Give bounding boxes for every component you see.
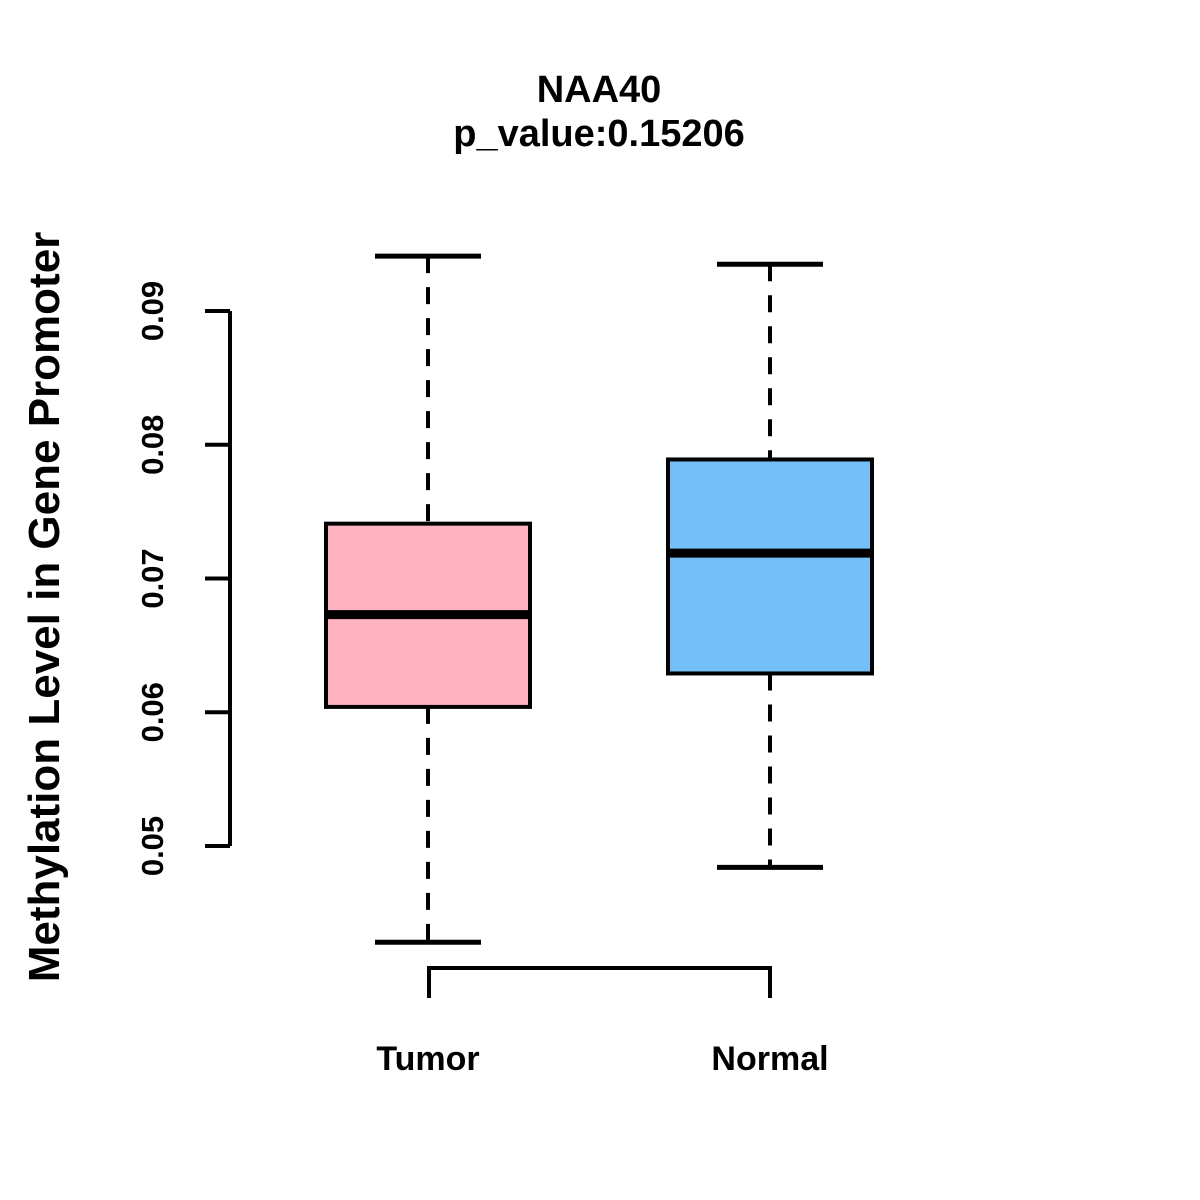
category-label-tumor: Tumor bbox=[376, 1040, 480, 1078]
category-label-normal: Normal bbox=[711, 1040, 829, 1078]
y-tick-label: 0.06 bbox=[135, 682, 170, 742]
chart-subtitle: p_value:0.15206 bbox=[453, 113, 745, 155]
chart-title: NAA40 bbox=[536, 69, 662, 111]
comparison-bracket bbox=[427, 966, 772, 998]
y-tick-label: 0.07 bbox=[135, 548, 170, 608]
box-normal bbox=[666, 457, 874, 676]
y-tick-label: 0.08 bbox=[135, 415, 170, 475]
y-tick-label: 0.05 bbox=[135, 816, 170, 876]
y-tick-label: 0.09 bbox=[135, 281, 170, 341]
y-axis-label: Methylation Level in Gene Promoter bbox=[20, 231, 69, 983]
